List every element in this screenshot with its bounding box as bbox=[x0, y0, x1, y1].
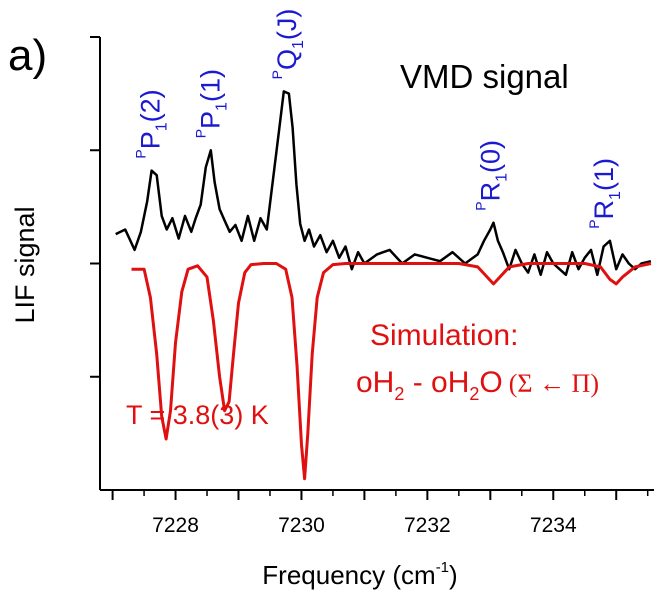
x-axis-label: Frequency (cm-1) bbox=[262, 559, 457, 590]
peak-label-sub: 1 bbox=[290, 40, 307, 49]
x-axis-label-sup: -1 bbox=[436, 559, 449, 576]
x-tick-label: 7228 bbox=[152, 514, 199, 537]
peak-label-arg: (0) bbox=[476, 140, 506, 173]
simulation-species: oH2 - oH2O (Σ ← Π) bbox=[356, 366, 599, 404]
peak-label: PP1(2) bbox=[133, 89, 171, 158]
peak-label-arg: (1) bbox=[589, 158, 619, 191]
panel-label: a) bbox=[8, 31, 47, 80]
peak-label-pre: P bbox=[586, 219, 602, 228]
peak-label-sub: 1 bbox=[213, 102, 230, 111]
x-axis-label-main: Frequency (cm bbox=[262, 560, 435, 590]
species-a: oH bbox=[356, 366, 394, 399]
peak-label-arg: (J) bbox=[272, 9, 302, 40]
peak-label: PR1(0) bbox=[473, 140, 511, 211]
axes: 7228 7230 7232 7234 bbox=[90, 36, 654, 537]
peak-label-main: R bbox=[589, 200, 619, 220]
peak-label-main: P bbox=[136, 131, 166, 149]
x-tick-label: 7234 bbox=[530, 514, 577, 537]
y-axis-label: LIF signal bbox=[10, 206, 40, 323]
peak-label: PP1(1) bbox=[192, 69, 230, 138]
series-line-simulation bbox=[131, 262, 652, 481]
peak-label-main: P bbox=[195, 111, 225, 129]
species-transition: (Σ ← Π) bbox=[509, 369, 599, 398]
x-axis-label-close: ) bbox=[449, 560, 458, 590]
peak-label-arg: (2) bbox=[136, 89, 166, 122]
series-line-measured bbox=[115, 90, 652, 277]
simulation-title: Simulation: bbox=[370, 319, 518, 352]
peak-label-pre: P bbox=[133, 149, 149, 158]
peak-label: PQ1(J) bbox=[269, 9, 307, 80]
species-b-sub: 2 bbox=[469, 384, 479, 404]
peak-label-pre: P bbox=[269, 70, 285, 79]
peak-label-sub: 1 bbox=[154, 122, 171, 131]
species-b: O bbox=[479, 366, 502, 399]
series-layer bbox=[115, 90, 652, 481]
x-tick-label: 7232 bbox=[404, 514, 451, 537]
peak-label-sub: 1 bbox=[607, 191, 624, 200]
label-layer: PP1(2)PP1(1) PQ1(J)PR1(0)PR1(1) bbox=[133, 9, 624, 229]
peak-label-pre: P bbox=[473, 201, 489, 210]
x-tick-label: 7230 bbox=[278, 514, 325, 537]
peak-label-main: R bbox=[476, 182, 506, 202]
species-mid: - oH bbox=[404, 366, 469, 399]
chart-title: VMD signal bbox=[400, 58, 569, 95]
peak-label-arg: (1) bbox=[195, 69, 225, 102]
peak-label: PR1(1) bbox=[586, 158, 624, 229]
species-a-sub: 2 bbox=[394, 384, 404, 404]
temperature-label: T = 3.8(3) K bbox=[126, 400, 269, 430]
peak-label-main: Q bbox=[272, 49, 302, 70]
peak-label-sub: 1 bbox=[494, 173, 511, 182]
peak-label-pre: P bbox=[192, 129, 208, 138]
